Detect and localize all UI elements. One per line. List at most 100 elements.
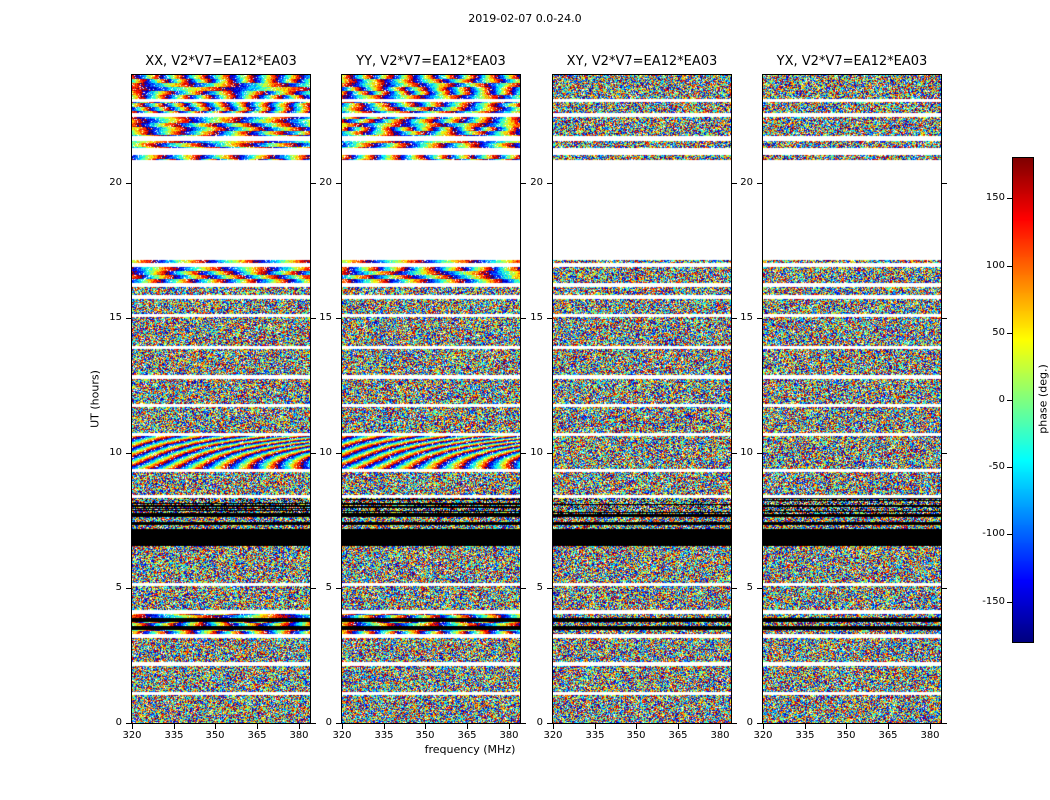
y-tick-mark xyxy=(732,723,737,724)
y-tick-mark xyxy=(732,183,737,184)
panel-xx xyxy=(131,74,311,724)
y-tick-mark xyxy=(732,588,737,589)
y-tick-mark xyxy=(311,183,316,184)
x-tick-mark xyxy=(467,724,468,729)
x-tick-label: 380 xyxy=(920,730,940,741)
colorbar-canvas xyxy=(1013,158,1033,642)
x-tick-label: 335 xyxy=(374,730,394,741)
y-tick-mark xyxy=(732,318,737,319)
colorbar-tick-mark xyxy=(1007,467,1012,468)
y-tick-mark xyxy=(311,453,316,454)
y-axis-label: UT (hours) xyxy=(88,370,102,428)
x-tick-mark xyxy=(174,724,175,729)
heatmap-canvas-yx xyxy=(763,75,941,723)
y-tick-label: 5 xyxy=(115,582,122,593)
y-tick-label: 10 xyxy=(530,447,543,458)
y-tick-label: 10 xyxy=(319,447,332,458)
figure-title: 2019-02-07 0.0-24.0 xyxy=(468,12,582,25)
x-tick-mark xyxy=(888,724,889,729)
y-tick-mark xyxy=(336,183,341,184)
colorbar-tick-mark xyxy=(1007,266,1012,267)
y-tick-mark xyxy=(126,453,131,454)
colorbar-tick-label: -150 xyxy=(982,596,1005,607)
panel-title-xx: XX, V2*V7=EA12*EA03 xyxy=(145,54,297,69)
y-tick-label: 5 xyxy=(536,582,543,593)
y-tick-mark xyxy=(547,453,552,454)
x-tick-label: 320 xyxy=(122,730,142,741)
x-tick-mark xyxy=(257,724,258,729)
colorbar-label: phase (deg.) xyxy=(1036,364,1050,434)
x-tick-label: 350 xyxy=(205,730,225,741)
heatmap-canvas-xx xyxy=(132,75,310,723)
y-tick-mark xyxy=(311,588,316,589)
heatmap-canvas-yy xyxy=(342,75,520,723)
colorbar-tick-label: 50 xyxy=(992,327,1005,338)
x-tick-label: 365 xyxy=(247,730,267,741)
y-tick-mark xyxy=(521,723,526,724)
y-tick-mark xyxy=(547,588,552,589)
y-tick-mark xyxy=(757,453,762,454)
heatmap-canvas-xy xyxy=(553,75,731,723)
x-tick-label: 380 xyxy=(499,730,519,741)
x-tick-mark xyxy=(678,724,679,729)
x-tick-mark xyxy=(299,724,300,729)
y-tick-mark xyxy=(942,318,947,319)
x-tick-mark xyxy=(846,724,847,729)
y-tick-mark xyxy=(336,723,341,724)
colorbar-tick-label: 0 xyxy=(998,394,1005,405)
x-axis-label: frequency (MHz) xyxy=(424,743,516,756)
x-tick-mark xyxy=(553,724,554,729)
y-tick-label: 5 xyxy=(325,582,332,593)
x-tick-mark xyxy=(636,724,637,729)
y-tick-mark xyxy=(336,453,341,454)
panel-title-yx: YX, V2*V7=EA12*EA03 xyxy=(776,54,928,69)
x-tick-mark xyxy=(509,724,510,729)
x-tick-label: 335 xyxy=(795,730,815,741)
y-tick-label: 15 xyxy=(109,312,122,323)
panel-xy xyxy=(552,74,732,724)
x-tick-label: 380 xyxy=(289,730,309,741)
x-tick-label: 320 xyxy=(332,730,352,741)
y-tick-label: 0 xyxy=(115,717,122,728)
x-tick-mark xyxy=(720,724,721,729)
y-tick-mark xyxy=(336,588,341,589)
y-tick-mark xyxy=(732,453,737,454)
y-tick-label: 15 xyxy=(530,312,543,323)
colorbar-tick-mark xyxy=(1007,534,1012,535)
y-tick-mark xyxy=(126,723,131,724)
colorbar-tick-mark xyxy=(1007,602,1012,603)
x-tick-mark xyxy=(763,724,764,729)
y-tick-mark xyxy=(311,723,316,724)
y-tick-mark xyxy=(521,453,526,454)
y-tick-label: 10 xyxy=(109,447,122,458)
y-tick-mark xyxy=(336,318,341,319)
panel-title-xy: XY, V2*V7=EA12*EA03 xyxy=(566,54,718,69)
y-tick-mark xyxy=(126,318,131,319)
y-tick-label: 20 xyxy=(740,177,753,188)
x-tick-mark xyxy=(930,724,931,729)
colorbar xyxy=(1012,157,1034,643)
y-tick-mark xyxy=(757,183,762,184)
y-tick-label: 20 xyxy=(109,177,122,188)
y-tick-mark xyxy=(757,588,762,589)
colorbar-tick-label: -50 xyxy=(988,461,1005,472)
y-tick-mark xyxy=(126,588,131,589)
y-tick-label: 5 xyxy=(746,582,753,593)
x-tick-mark xyxy=(384,724,385,729)
y-tick-mark xyxy=(547,183,552,184)
x-tick-mark xyxy=(342,724,343,729)
y-tick-label: 10 xyxy=(740,447,753,458)
x-tick-label: 380 xyxy=(710,730,730,741)
y-tick-label: 0 xyxy=(536,717,543,728)
y-tick-mark xyxy=(757,318,762,319)
y-tick-label: 0 xyxy=(325,717,332,728)
y-tick-label: 20 xyxy=(319,177,332,188)
panel-yy xyxy=(341,74,521,724)
x-tick-label: 320 xyxy=(543,730,563,741)
y-tick-mark xyxy=(521,318,526,319)
colorbar-tick-mark xyxy=(1007,198,1012,199)
x-tick-label: 365 xyxy=(457,730,477,741)
y-tick-mark xyxy=(757,723,762,724)
x-tick-mark xyxy=(805,724,806,729)
